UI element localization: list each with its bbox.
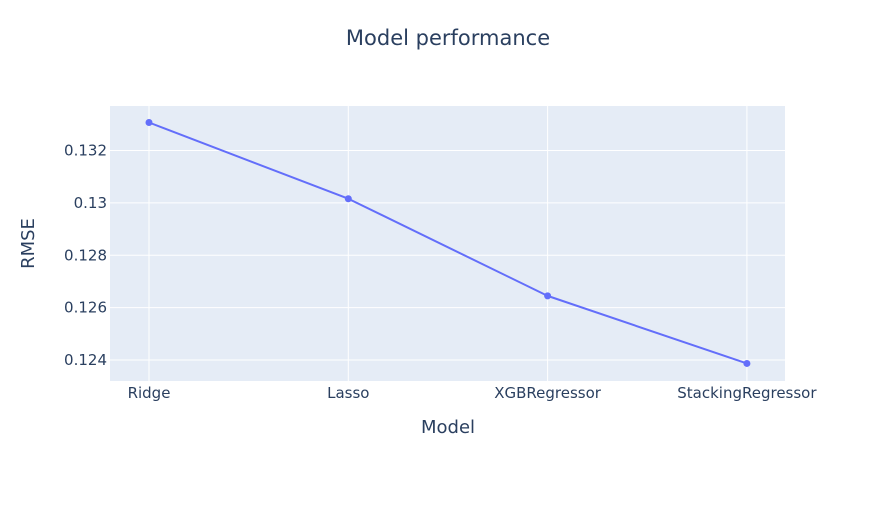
y-tick-label: 0.13 — [74, 194, 107, 212]
x-tick-labels: Ridge Lasso XGBRegressor StackingRegressor — [128, 384, 818, 402]
y-tick-label: 0.126 — [64, 299, 107, 317]
x-tick-label: XGBRegressor — [494, 384, 602, 402]
y-tick-label: 0.128 — [64, 246, 107, 264]
data-point[interactable] — [145, 119, 153, 126]
data-point[interactable] — [344, 195, 352, 203]
x-tick-label: Lasso — [327, 384, 369, 402]
plot-area — [110, 106, 785, 381]
x-tick-label: Ridge — [128, 384, 171, 402]
data-point[interactable] — [743, 359, 751, 367]
x-tick-label: StackingRegressor — [677, 384, 817, 402]
y-tick-labels: 0.124 0.126 0.128 0.13 0.132 — [64, 142, 107, 370]
data-point[interactable] — [544, 292, 552, 300]
y-tick-label: 0.124 — [64, 351, 107, 369]
chart-title: Model performance — [346, 26, 550, 50]
y-tick-label: 0.132 — [64, 142, 107, 160]
x-gridlines — [148, 106, 748, 381]
series-line — [148, 121, 748, 365]
x-axis-label: Model — [421, 417, 475, 438]
y-axis-label: RMSE — [18, 218, 39, 269]
series-group — [145, 119, 751, 367]
